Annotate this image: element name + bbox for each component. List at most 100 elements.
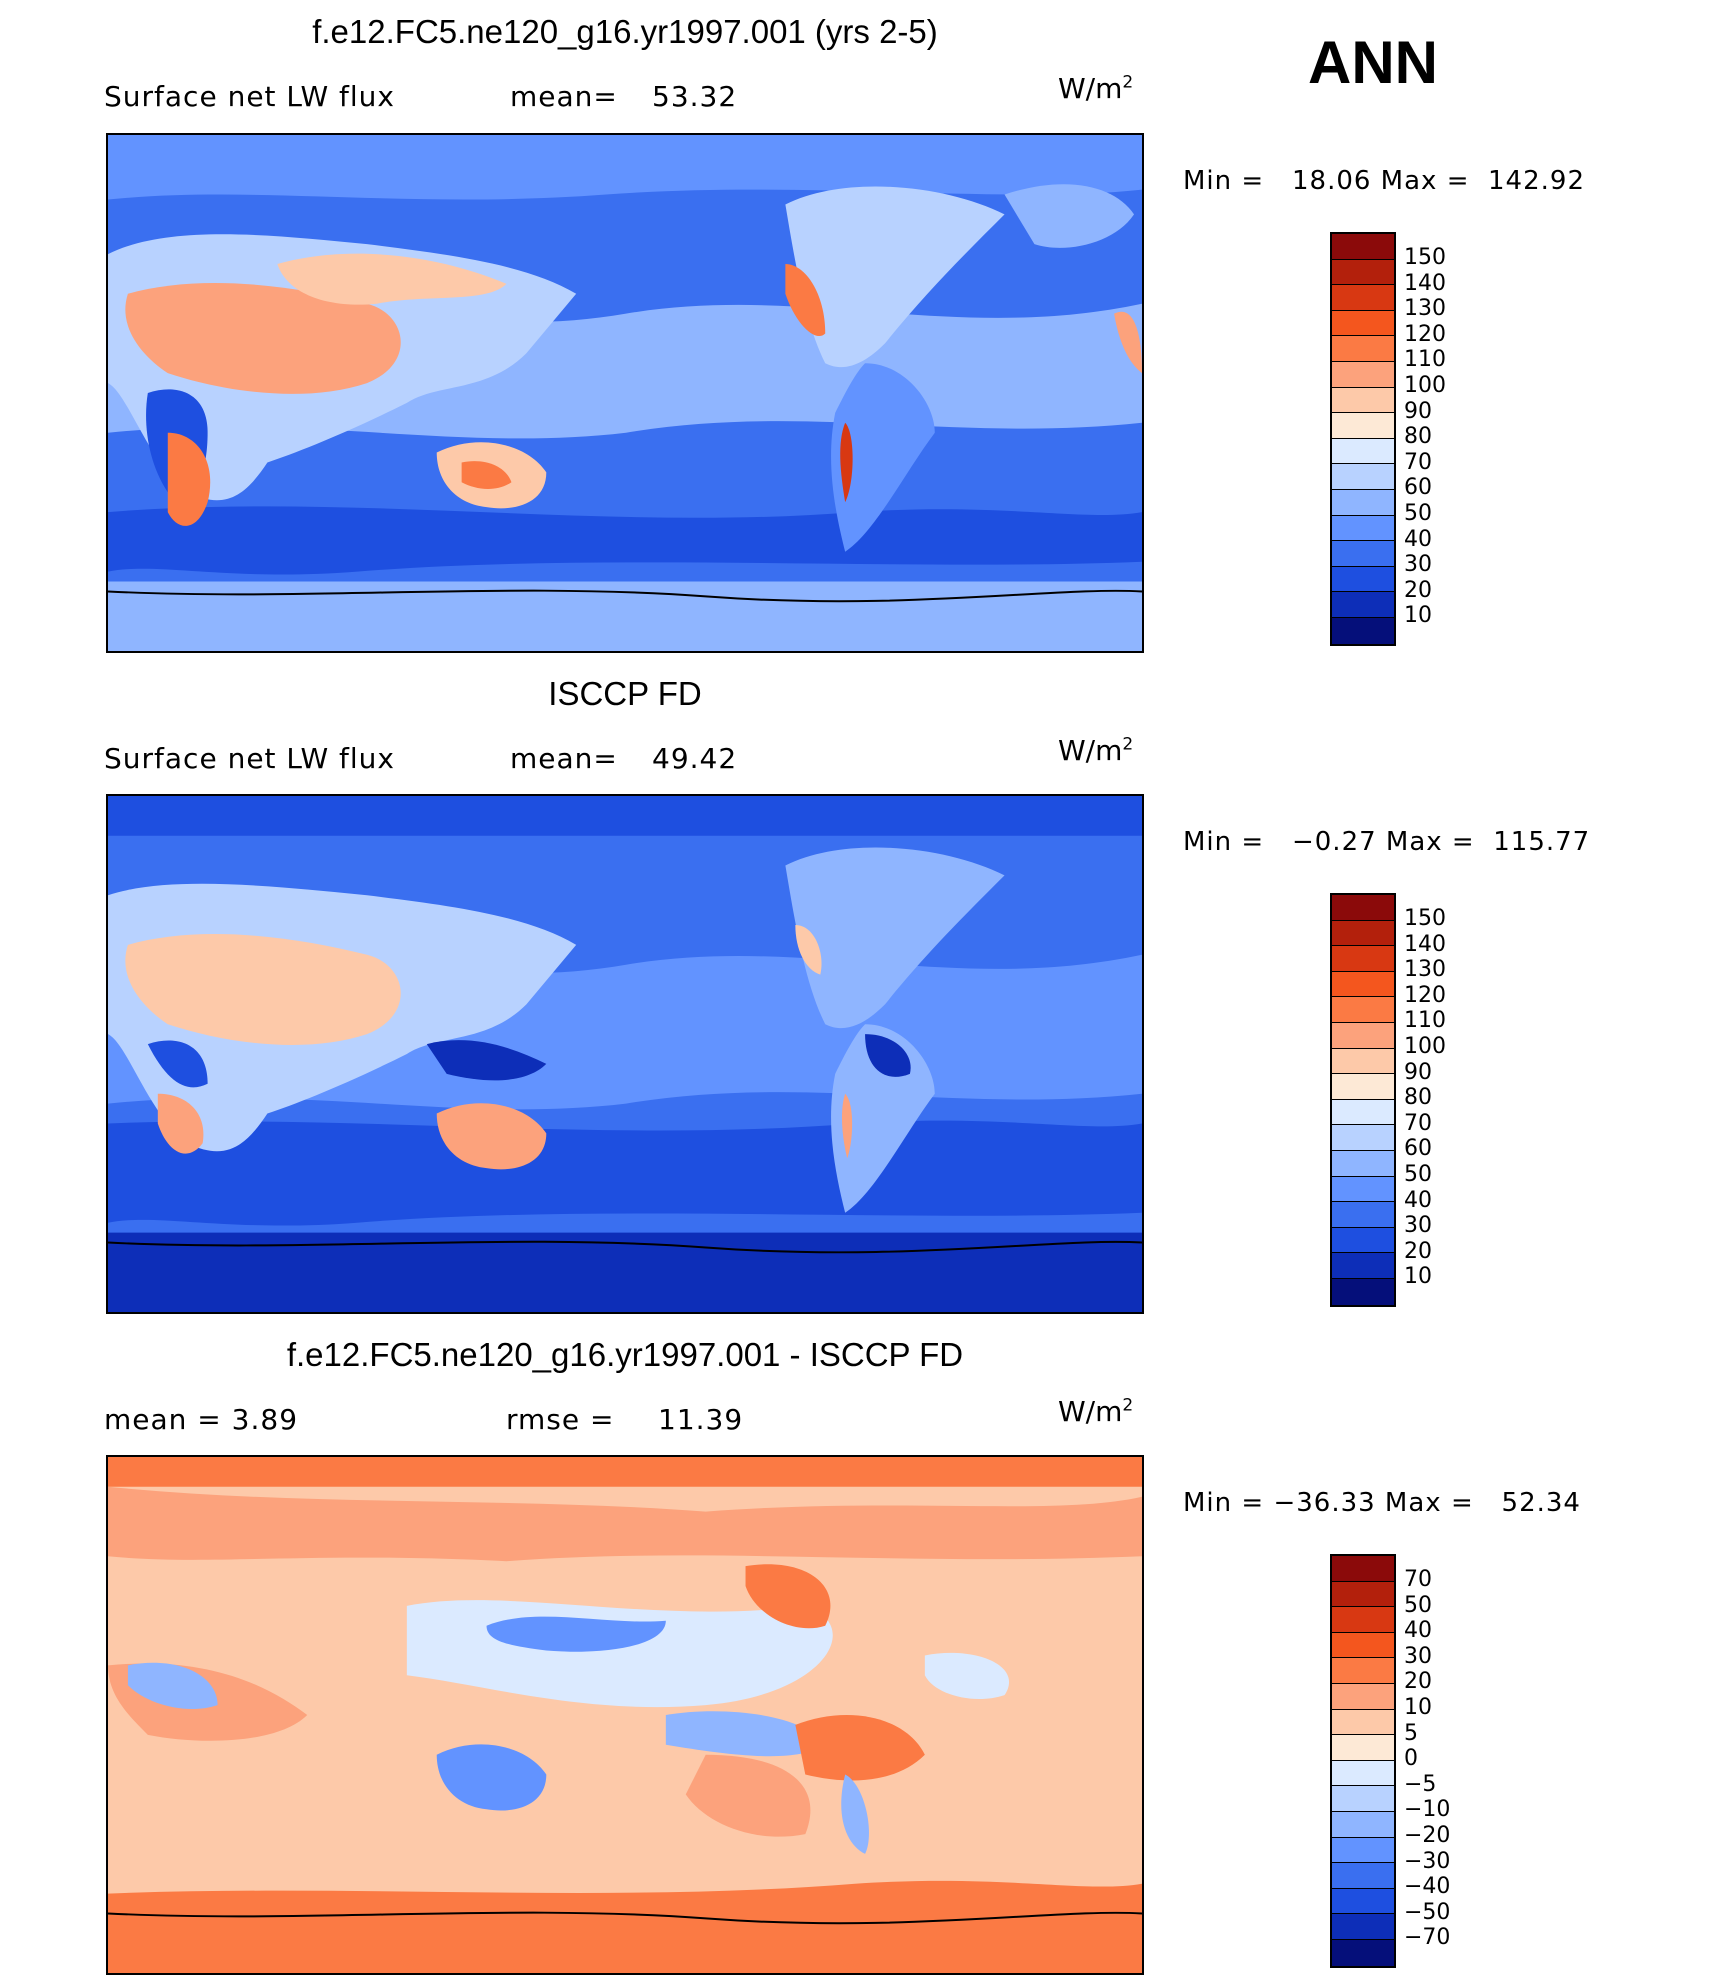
colorbar-tick-label: 30 bbox=[1404, 1213, 1432, 1239]
colorbar-swatch bbox=[1332, 566, 1394, 593]
colorbar-swatch bbox=[1332, 1150, 1394, 1177]
colorbar-tick-label: 0 bbox=[1404, 1746, 1418, 1772]
colorbar-tick-label: 130 bbox=[1404, 957, 1446, 983]
panel-1-colorbar bbox=[1330, 232, 1396, 646]
colorbar-tick-label: −10 bbox=[1404, 1797, 1451, 1823]
panel-2-units: W/m2 bbox=[1058, 734, 1134, 767]
colorbar-tick-label: 20 bbox=[1404, 1238, 1432, 1264]
colorbar-swatch bbox=[1332, 438, 1394, 465]
colorbar-swatch bbox=[1332, 413, 1394, 439]
colorbar-tick-label: 140 bbox=[1404, 931, 1446, 957]
colorbar-swatch bbox=[1332, 387, 1394, 414]
panel-2-mean-value: 49.42 bbox=[652, 742, 738, 775]
colorbar-swatch bbox=[1332, 541, 1394, 567]
colorbar-tick-label: 70 bbox=[1404, 449, 1432, 475]
panel-3-colorbar bbox=[1330, 1554, 1396, 1968]
colorbar-swatch bbox=[1332, 1735, 1394, 1761]
colorbar-swatch bbox=[1332, 336, 1394, 362]
colorbar-swatch bbox=[1332, 285, 1394, 311]
colorbar-swatch bbox=[1332, 1607, 1394, 1633]
colorbar-swatch bbox=[1332, 1863, 1394, 1889]
panel-3-mean: mean = 3.89 bbox=[104, 1403, 299, 1436]
colorbar-tick-label: 50 bbox=[1404, 501, 1432, 526]
colorbar-tick-label: 60 bbox=[1404, 1136, 1432, 1162]
colorbar-tick-label: 100 bbox=[1404, 1034, 1446, 1059]
colorbar-tick-label: 150 bbox=[1404, 245, 1446, 270]
colorbar-swatch bbox=[1332, 1125, 1394, 1151]
colorbar-tick-label: 110 bbox=[1404, 347, 1446, 373]
colorbar-swatch bbox=[1332, 1556, 1394, 1582]
panel-3-rmse-value: 11.39 bbox=[658, 1403, 744, 1436]
colorbar-tick-label: 100 bbox=[1404, 373, 1446, 398]
colorbar-swatch bbox=[1332, 1709, 1394, 1736]
colorbar-swatch bbox=[1332, 1786, 1394, 1812]
colorbar-tick-label: 90 bbox=[1404, 1059, 1432, 1085]
panel-3-rmse-label: rmse = bbox=[506, 1403, 615, 1436]
panel-1-minmax: Min = 18.06 Max = 142.92 bbox=[1183, 166, 1585, 196]
colorbar-tick-label: 50 bbox=[1404, 1592, 1432, 1618]
colorbar-swatch bbox=[1332, 310, 1394, 337]
colorbar-tick-label: 80 bbox=[1404, 424, 1432, 450]
colorbar-tick-label: 50 bbox=[1404, 1162, 1432, 1187]
colorbar-tick-label: 40 bbox=[1404, 1187, 1432, 1213]
colorbar-swatch bbox=[1332, 1581, 1394, 1608]
colorbar-tick-label: 10 bbox=[1404, 603, 1432, 629]
colorbar-swatch bbox=[1332, 946, 1394, 972]
colorbar-tick-label: 130 bbox=[1404, 296, 1446, 322]
colorbar-tick-label: −50 bbox=[1404, 1899, 1451, 1925]
panel-3-units: W/m2 bbox=[1058, 1395, 1134, 1428]
panel-1-mean-value: 53.32 bbox=[652, 80, 738, 113]
panel-3-map bbox=[106, 1455, 1144, 1975]
colorbar-swatch bbox=[1332, 464, 1394, 490]
colorbar-tick-label: 120 bbox=[1404, 321, 1446, 347]
panel-3-minmax: Min = −36.33 Max = 52.34 bbox=[1183, 1488, 1581, 1518]
colorbar-tick-label: 140 bbox=[1404, 270, 1446, 296]
colorbar-tick-label: −20 bbox=[1404, 1823, 1451, 1848]
colorbar-tick-label: −5 bbox=[1404, 1771, 1437, 1797]
colorbar-tick-label: 20 bbox=[1404, 1669, 1432, 1695]
colorbar-swatch bbox=[1332, 1939, 1394, 1966]
colorbar-swatch bbox=[1332, 920, 1394, 947]
colorbar-tick-label: 30 bbox=[1404, 552, 1432, 578]
panel-1-units: W/m2 bbox=[1058, 72, 1134, 105]
panel-2-title: ISCCP FD bbox=[548, 675, 702, 712]
panel-2-variable: Surface net LW flux bbox=[104, 742, 395, 775]
colorbar-tick-label: 10 bbox=[1404, 1695, 1432, 1720]
colorbar-swatch bbox=[1332, 1632, 1394, 1659]
colorbar-tick-label: 110 bbox=[1404, 1008, 1446, 1034]
colorbar-tick-label: −70 bbox=[1404, 1925, 1451, 1951]
panel-1-variable: Surface net LW flux bbox=[104, 80, 395, 113]
colorbar-tick-label: 150 bbox=[1404, 906, 1446, 931]
colorbar-swatch bbox=[1332, 1811, 1394, 1838]
colorbar-swatch bbox=[1332, 1278, 1394, 1305]
colorbar-tick-label: 60 bbox=[1404, 475, 1432, 501]
colorbar-swatch bbox=[1332, 1074, 1394, 1100]
colorbar-swatch bbox=[1332, 1022, 1394, 1049]
colorbar-swatch bbox=[1332, 1176, 1394, 1203]
colorbar-tick-label: 70 bbox=[1404, 1110, 1432, 1136]
colorbar-tick-label: −30 bbox=[1404, 1848, 1451, 1874]
panel-2-mean-label: mean= bbox=[510, 742, 618, 775]
panel-1-map bbox=[106, 133, 1144, 653]
colorbar-swatch bbox=[1332, 895, 1394, 921]
colorbar-swatch bbox=[1332, 1227, 1394, 1254]
colorbar-swatch bbox=[1332, 259, 1394, 286]
panel-2-colorbar bbox=[1330, 893, 1396, 1307]
panel-2-map bbox=[106, 794, 1144, 1314]
colorbar-swatch bbox=[1332, 1658, 1394, 1684]
colorbar-tick-label: 80 bbox=[1404, 1085, 1432, 1111]
colorbar-tick-label: 20 bbox=[1404, 577, 1432, 603]
colorbar-swatch bbox=[1332, 1048, 1394, 1075]
colorbar-swatch bbox=[1332, 1202, 1394, 1228]
colorbar-tick-label: 40 bbox=[1404, 1618, 1432, 1644]
colorbar-tick-label: 70 bbox=[1404, 1567, 1432, 1592]
colorbar-swatch bbox=[1332, 1914, 1394, 1940]
colorbar-swatch bbox=[1332, 1683, 1394, 1710]
colorbar-swatch bbox=[1332, 971, 1394, 998]
panel-1-mean-label: mean= bbox=[510, 80, 618, 113]
colorbar-tick-label: 30 bbox=[1404, 1643, 1432, 1669]
colorbar-tick-label: −40 bbox=[1404, 1874, 1451, 1900]
colorbar-swatch bbox=[1332, 592, 1394, 618]
colorbar-swatch bbox=[1332, 617, 1394, 644]
colorbar-tick-label: 90 bbox=[1404, 398, 1432, 424]
